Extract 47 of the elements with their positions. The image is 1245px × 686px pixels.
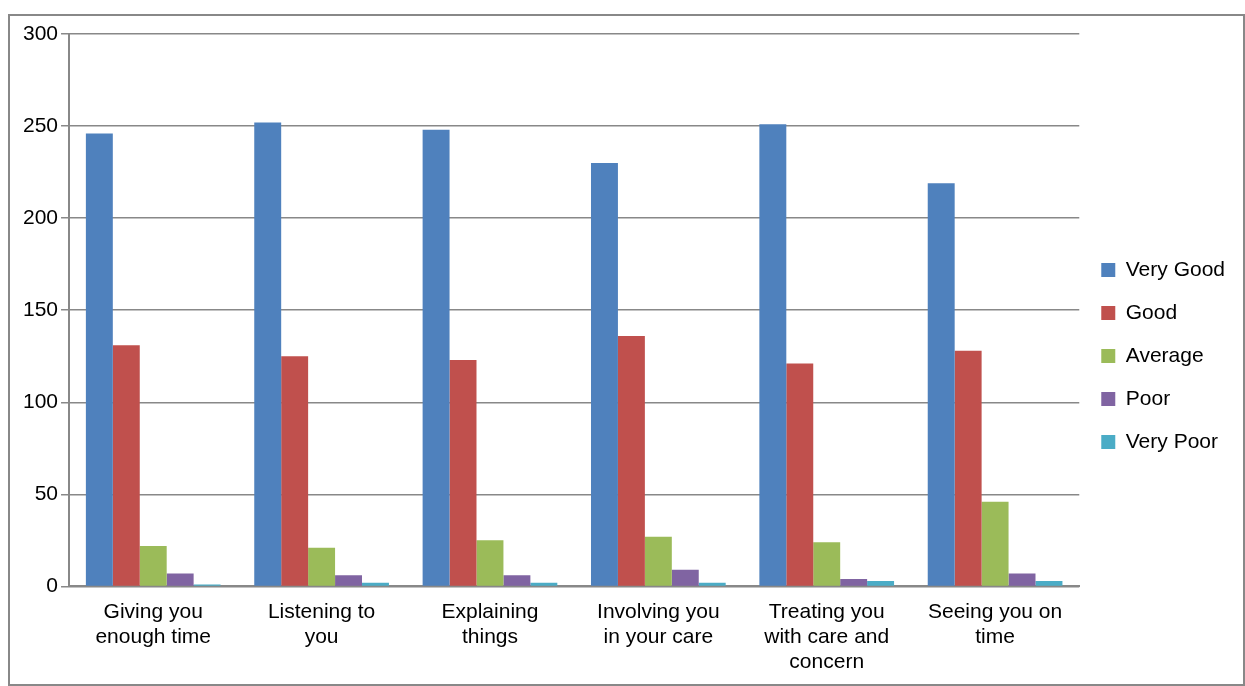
bar	[840, 579, 868, 586]
x-tick-label: Listening to you	[267, 598, 376, 647]
y-tick-label: 100	[22, 389, 59, 413]
bar	[786, 363, 814, 586]
bar	[813, 542, 841, 586]
y-tick-label: 50	[34, 481, 59, 505]
bar	[362, 582, 389, 586]
bar	[981, 501, 1009, 586]
bar	[867, 580, 895, 586]
bar	[335, 575, 363, 586]
x-tick-label: Seeing you on time	[927, 598, 1063, 647]
bar	[308, 547, 336, 586]
x-tick-label: Involving you in your care	[597, 598, 720, 647]
y-tick-label: 300	[22, 20, 59, 44]
bar	[254, 122, 282, 586]
bar	[422, 129, 450, 586]
bar	[954, 350, 982, 586]
bar	[1008, 573, 1036, 586]
bar	[590, 162, 618, 586]
bar	[503, 575, 531, 586]
y-tick-label: 200	[22, 204, 59, 228]
bar	[85, 133, 113, 586]
bar	[759, 124, 787, 586]
x-tick-label: Explaining things	[441, 598, 539, 647]
bar	[1035, 580, 1063, 586]
bar	[927, 183, 955, 586]
bar	[139, 545, 167, 586]
x-tick-label: Treating you with care and concern	[763, 598, 890, 673]
bar	[476, 540, 504, 586]
legend-label: Poor	[1125, 385, 1171, 409]
y-tick-label: 150	[22, 297, 59, 320]
bar	[671, 569, 699, 586]
bar	[281, 356, 309, 586]
legend-label: Good	[1125, 299, 1178, 323]
bar	[449, 359, 477, 586]
bar	[617, 335, 645, 586]
legend-label: Average	[1125, 342, 1204, 366]
y-tick-label: 0	[46, 573, 59, 597]
y-tick-label: 250	[22, 112, 59, 136]
bar	[166, 573, 194, 586]
bar	[112, 345, 140, 586]
legend-label: Very Good	[1125, 256, 1226, 280]
bar	[644, 536, 672, 586]
legend-label: Very Poor	[1125, 428, 1218, 452]
bar	[698, 582, 726, 586]
x-tick-label: Giving you enough time	[95, 598, 212, 647]
bar	[530, 582, 558, 586]
